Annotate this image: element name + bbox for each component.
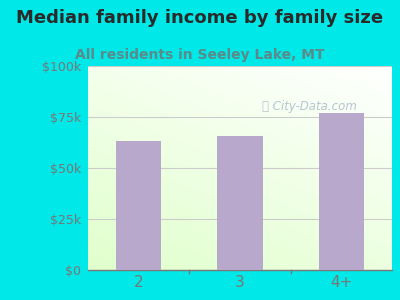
Bar [116, 142, 162, 270]
Bar [217, 136, 263, 270]
Text: ⓘ City-Data.com: ⓘ City-Data.com [262, 100, 357, 113]
Text: All residents in Seeley Lake, MT: All residents in Seeley Lake, MT [75, 48, 325, 62]
Text: Median family income by family size: Median family income by family size [16, 9, 384, 27]
Bar [318, 113, 364, 270]
